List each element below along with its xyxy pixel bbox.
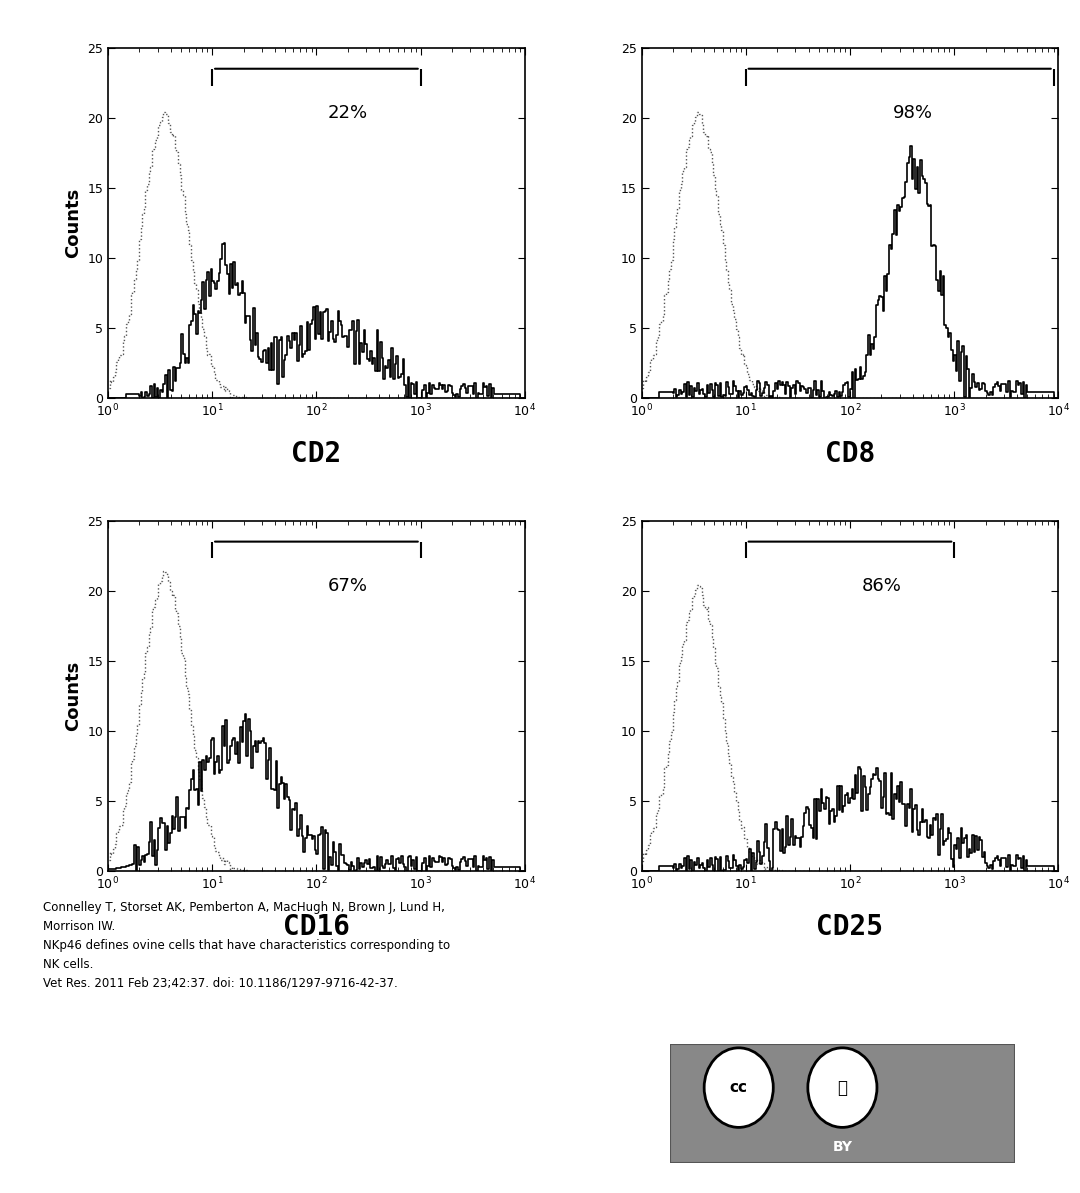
Y-axis label: Counts: Counts bbox=[64, 661, 82, 731]
Text: 67%: 67% bbox=[328, 576, 368, 594]
Text: BY: BY bbox=[833, 1141, 852, 1155]
Text: ⓘ: ⓘ bbox=[837, 1078, 848, 1096]
Text: Connelley T, Storset AK, Pemberton A, MacHugh N, Brown J, Lund H,
Morrison IW.
N: Connelley T, Storset AK, Pemberton A, Ma… bbox=[43, 901, 450, 990]
Text: 22%: 22% bbox=[327, 104, 368, 122]
Text: CD8: CD8 bbox=[825, 440, 875, 468]
Text: CD2: CD2 bbox=[292, 440, 341, 468]
Text: 98%: 98% bbox=[893, 104, 933, 122]
Text: CD25: CD25 bbox=[816, 913, 883, 940]
FancyBboxPatch shape bbox=[670, 1044, 1015, 1163]
Text: CD16: CD16 bbox=[283, 913, 350, 940]
Text: cc: cc bbox=[730, 1080, 747, 1095]
Circle shape bbox=[808, 1047, 877, 1127]
Circle shape bbox=[704, 1047, 773, 1127]
Text: 86%: 86% bbox=[862, 576, 902, 594]
Y-axis label: Counts: Counts bbox=[64, 187, 82, 258]
